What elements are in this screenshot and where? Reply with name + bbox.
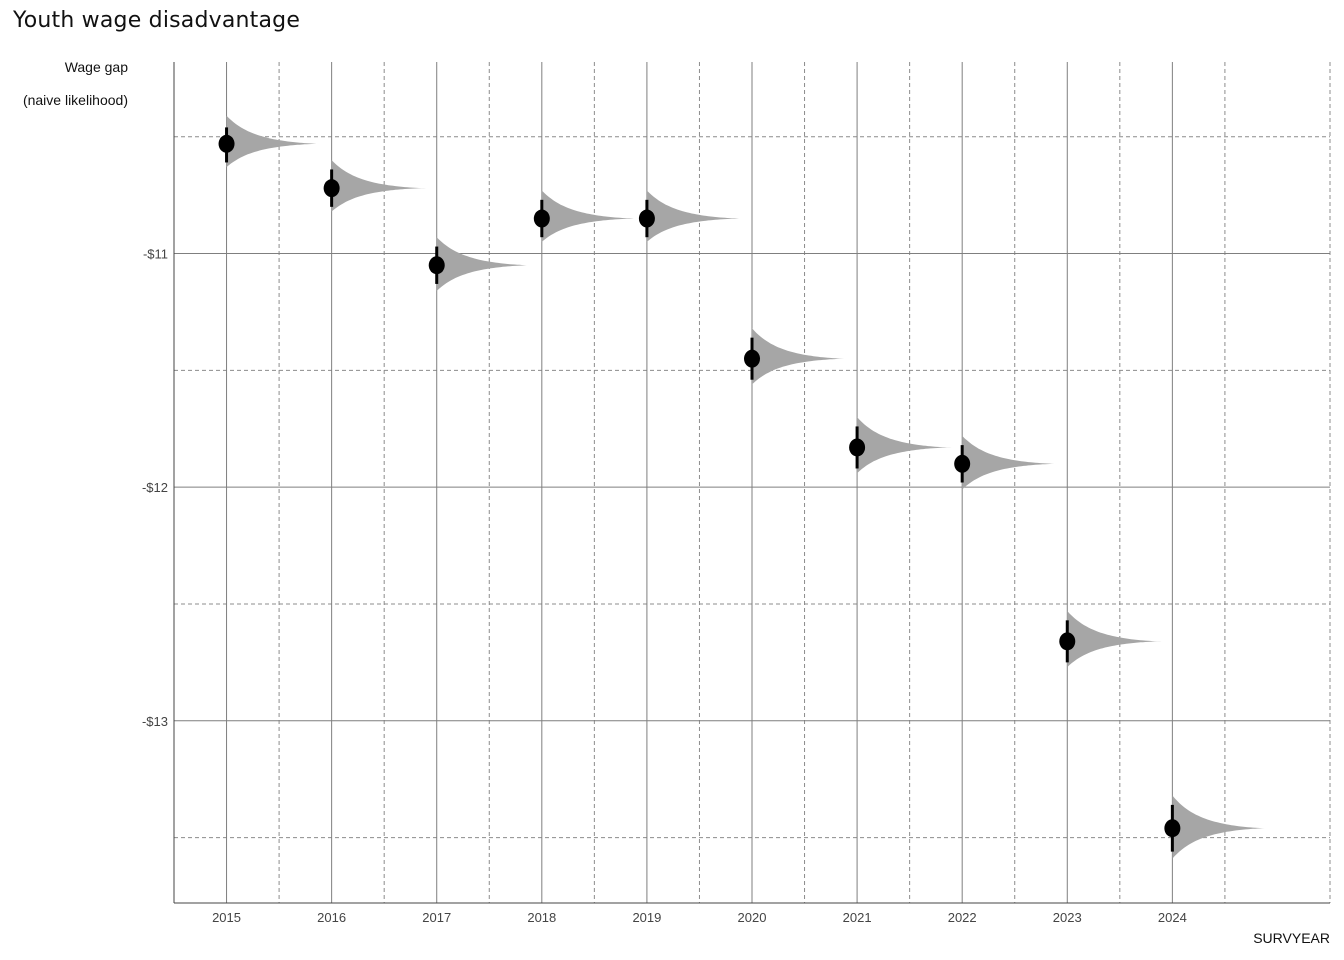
x-axis-title: SURVYEAR — [1253, 930, 1330, 946]
estimate-point-2021 — [849, 438, 866, 457]
estimate-points — [218, 134, 1181, 838]
chart-title: Youth wage disadvantage — [13, 8, 301, 33]
density-shape-2022 — [962, 435, 1057, 490]
density-shape-2017 — [436, 237, 532, 291]
y-tick-label: -$11 — [143, 247, 168, 262]
density-shape-2021 — [857, 417, 952, 474]
x-tick-label-2019: 2019 — [632, 910, 661, 925]
x-tick-label-2023: 2023 — [1053, 910, 1082, 925]
y-tick-labels: -$11 -$12 -$13 — [142, 247, 168, 729]
estimate-point-2022 — [954, 454, 971, 473]
density-shape-2018 — [541, 190, 637, 242]
x-tick-label-2018: 2018 — [527, 910, 556, 925]
y-axis-label-line-1: Wage gap — [64, 59, 128, 75]
x-tick-label-2016: 2016 — [317, 910, 346, 925]
estimate-point-2024 — [1164, 819, 1181, 838]
estimate-point-2016 — [323, 179, 340, 198]
estimate-point-2017 — [428, 256, 445, 275]
estimate-point-2019 — [638, 209, 655, 228]
x-tick-labels: 2015 2016 2017 2018 2019 2020 2021 2022 2023 2024 — [212, 910, 1187, 925]
estimate-point-2015 — [218, 134, 235, 153]
x-tick-label-2024: 2024 — [1158, 910, 1187, 925]
y-axis-label-line-2: (naive likelihood) — [22, 92, 128, 108]
density-shape-2016 — [331, 160, 427, 212]
density-shape-2023 — [1067, 610, 1162, 668]
estimate-point-2020 — [744, 349, 760, 368]
density-shape-2015 — [226, 115, 322, 168]
density-shape-2019 — [646, 190, 742, 242]
x-tick-label-2015: 2015 — [212, 910, 241, 925]
density-shapes — [226, 115, 1267, 859]
y-tick-label: -$13 — [142, 714, 168, 729]
axes — [173, 62, 1330, 904]
estimate-point-2018 — [533, 209, 550, 228]
density-shape-2020 — [752, 328, 847, 385]
y-tick-label: -$12 — [142, 480, 168, 495]
x-tick-label-2020: 2020 — [738, 910, 767, 925]
estimate-point-2023 — [1059, 632, 1076, 651]
x-tick-label-2022: 2022 — [948, 910, 977, 925]
density-shape-2024 — [1172, 795, 1267, 859]
x-tick-label-2021: 2021 — [843, 910, 872, 925]
x-tick-label-2017: 2017 — [422, 910, 451, 925]
